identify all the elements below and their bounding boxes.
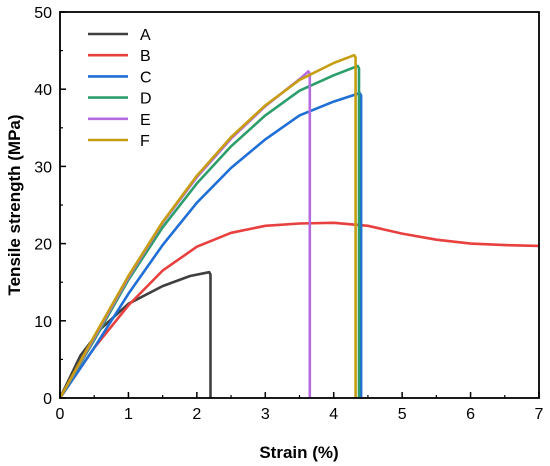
y-tick-label: 20 [34,237,52,254]
x-axis-title: Strain (%) [259,443,338,462]
legend-label-d: D [140,91,152,108]
data-curves [58,53,540,399]
x-tick-label: 0 [56,406,65,423]
x-axis-ticks: 0 1 2 3 4 5 6 7 [56,392,544,423]
series-line-e [58,70,312,399]
legend-label-e: E [140,112,151,129]
x-tick-label: 3 [261,406,270,423]
legend-label-c: C [140,69,152,86]
series-line-f [58,53,357,399]
series-line-b [58,221,540,399]
legend-label-a: A [140,27,151,44]
x-tick-label: 6 [466,406,475,423]
x-tick-label: 1 [124,406,133,423]
y-tick-label: 0 [43,391,52,408]
legend-label-f: F [140,133,150,150]
plot-frame [59,11,540,399]
series-line-a [58,270,212,399]
y-axis-ticks: 0 10 20 30 40 50 [34,5,66,408]
x-tick-label: 5 [398,406,407,423]
y-tick-label: 30 [34,159,52,176]
y-tick-label: 40 [34,82,52,99]
x-tick-label: 7 [535,406,544,423]
y-tick-label: 50 [34,5,52,22]
x-tick-label: 2 [192,406,201,423]
legend-label-b: B [140,48,151,65]
y-tick-label: 10 [34,314,52,331]
y-axis-title: Tensile strength (MPa) [5,114,24,295]
x-tick-label: 4 [329,406,338,423]
